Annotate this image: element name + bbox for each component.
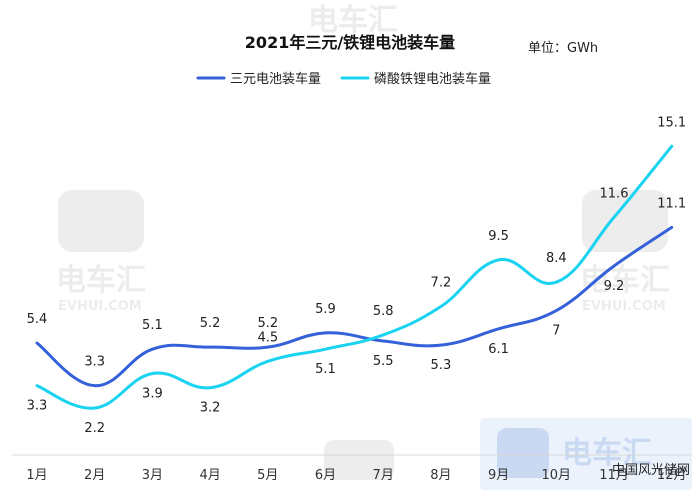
svg-text:电车汇: 电车汇 xyxy=(308,3,398,38)
data-label-ternary: 5.2 xyxy=(257,316,278,331)
data-label-ternary: 9.2 xyxy=(604,279,625,294)
data-label-ternary: 3.3 xyxy=(84,355,105,370)
x-tick-label: 7月 xyxy=(373,468,394,483)
data-label-ternary: 5.9 xyxy=(315,302,336,317)
data-label-lfp: 4.5 xyxy=(257,330,278,345)
x-tick-label: 12月 xyxy=(657,468,687,483)
data-label-lfp: 11.6 xyxy=(600,186,629,201)
data-label-lfp: 9.5 xyxy=(488,229,509,244)
chart-title: 2021年三元/铁锂电池装车量 xyxy=(245,33,455,52)
series-line-ternary xyxy=(35,225,674,388)
x-tick-label: 9月 xyxy=(488,468,509,483)
x-tick-label: 4月 xyxy=(199,468,220,483)
data-label-ternary: 5.3 xyxy=(431,358,452,373)
legend: 三元电池装车量 磷酸铁锂电池装车量 xyxy=(196,71,491,87)
series-line-lfp xyxy=(35,144,674,410)
svg-text:EVHUI.COM: EVHUI.COM xyxy=(582,299,666,314)
x-tick-label: 5月 xyxy=(257,468,278,483)
corner-logo: 电车汇 中国风光储网 xyxy=(480,418,692,490)
data-labels: 5.4 3.3 5.1 5.2 5.2 5.9 5.5 5.3 6.1 7 9.2 11.1 3.3 2.… xyxy=(27,115,687,436)
data-label-lfp: 3.3 xyxy=(27,399,48,414)
watermark-logo-top: 电车汇 xyxy=(308,3,398,38)
legend-label-lfp: 磷酸铁锂电池装车量 xyxy=(374,71,491,87)
svg-text:电车汇: 电车汇 xyxy=(580,263,670,298)
data-label-ternary: 5.2 xyxy=(200,316,221,331)
data-label-ternary: 6.1 xyxy=(488,342,509,357)
x-tick-label: 11月 xyxy=(599,468,629,483)
watermark-layer: 电车汇 EVHUI.COM 电车汇 EVHUI.COM 电车汇 xyxy=(56,3,670,480)
legend-label-ternary: 三元电池装车量 xyxy=(230,71,321,87)
svg-text:电车汇: 电车汇 xyxy=(562,436,652,471)
x-tick-label: 10月 xyxy=(542,468,572,483)
series-layer xyxy=(35,144,674,410)
data-label-lfp: 15.1 xyxy=(657,115,686,130)
x-tick-label: 6月 xyxy=(315,468,336,483)
svg-text:电车汇: 电车汇 xyxy=(56,263,146,298)
x-tick-label: 8月 xyxy=(430,468,451,483)
data-label-lfp: 8.4 xyxy=(546,251,567,266)
watermark-logo-left: 电车汇 EVHUI.COM xyxy=(56,190,146,314)
data-label-lfp: 5.8 xyxy=(373,304,394,319)
data-label-ternary: 5.1 xyxy=(142,318,163,333)
watermark-logo-bottom xyxy=(324,440,394,480)
data-label-ternary: 7 xyxy=(552,324,560,339)
unit-label: 单位：GWh xyxy=(528,41,598,56)
x-tick-label: 1月 xyxy=(26,468,47,483)
data-label-lfp: 3.9 xyxy=(142,387,163,402)
data-label-ternary: 11.1 xyxy=(657,196,686,211)
data-label-ternary: 5.4 xyxy=(27,312,48,327)
x-tick-label: 2月 xyxy=(84,468,105,483)
data-label-ternary: 5.5 xyxy=(373,354,394,369)
x-axis-ticks: 1月 2月 3月 4月 5月 6月 7月 8月 9月 10月 11月 12月 xyxy=(26,468,686,483)
svg-text:EVHUI.COM: EVHUI.COM xyxy=(58,299,142,314)
data-label-lfp: 3.2 xyxy=(200,401,221,416)
data-label-lfp: 5.1 xyxy=(315,362,336,377)
source-label: 中国风光储网 xyxy=(612,463,690,478)
data-label-lfp: 7.2 xyxy=(431,276,452,291)
data-label-lfp: 2.2 xyxy=(84,421,105,436)
x-tick-label: 3月 xyxy=(142,468,163,483)
